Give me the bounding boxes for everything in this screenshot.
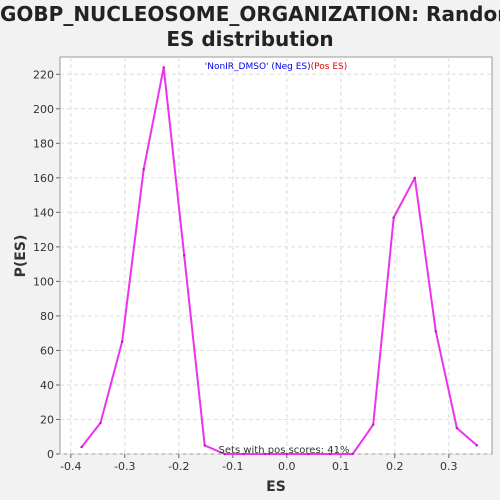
x-tick-label: 0.3 <box>440 460 458 473</box>
y-tick-label: 220 <box>33 68 54 81</box>
data-point <box>351 452 354 456</box>
series-line <box>80 66 478 455</box>
y-tick-label: 60 <box>40 344 54 357</box>
data-point <box>413 176 416 180</box>
data-point <box>372 423 375 426</box>
x-tick-label: -0.2 <box>168 460 189 473</box>
data-point <box>242 452 245 456</box>
x-axis-label: ES <box>266 479 286 495</box>
y-tick-label: 200 <box>33 103 54 116</box>
data-point <box>162 66 165 69</box>
y-tick-label: 40 <box>40 379 54 392</box>
data-point <box>183 254 186 257</box>
chart-title-line-2: ES distribution <box>166 27 334 51</box>
chart-title-line-1: GOBP_NUCLEOSOME_ORGANIZATION: Random <box>0 2 500 26</box>
data-point <box>285 452 288 456</box>
x-tick-label: 0.1 <box>332 460 350 473</box>
y-tick-label: 140 <box>33 206 54 219</box>
pos-scores-annotation: Sets with pos scores: 41% <box>219 445 350 456</box>
x-axis-ticks: -0.4 -0.3 -0.2 -0.1 0.0 0.1 0.2 0.3 <box>60 454 458 473</box>
y-tick-label: 180 <box>33 137 54 150</box>
y-tick-label: 100 <box>33 275 54 288</box>
data-point <box>80 445 83 449</box>
y-tick-label: 20 <box>40 413 54 426</box>
chart-title: GOBP_NUCLEOSOME_ORGANIZATION: Random ES … <box>0 2 500 52</box>
y-tick-label: 80 <box>40 310 54 323</box>
data-point <box>475 444 479 447</box>
y-axis-ticks: 0 20 40 60 80 100 120 140 160 180 200 220 <box>33 68 60 461</box>
legend-pos-es: (Pos ES) <box>311 62 348 72</box>
data-point <box>223 452 226 456</box>
legend: 'NonIR_DMSO' (Neg ES)(Pos ES) <box>205 62 348 72</box>
y-tick-label: 160 <box>33 172 54 185</box>
data-point <box>99 421 102 425</box>
data-point <box>328 452 332 456</box>
data-point <box>392 216 395 219</box>
y-axis-label: P(ES) <box>13 235 29 278</box>
data-point <box>264 452 267 456</box>
x-tick-label: -0.4 <box>60 460 81 473</box>
x-tick-label: -0.1 <box>222 460 243 473</box>
series-group <box>80 66 479 456</box>
y-tick-label: 120 <box>33 241 54 254</box>
x-tick-label: -0.3 <box>114 460 135 473</box>
y-tick-label: 0 <box>47 448 54 461</box>
x-tick-label: 0.2 <box>386 460 404 473</box>
data-point <box>203 444 206 447</box>
data-point <box>120 340 124 344</box>
x-tick-label: 0.0 <box>278 460 296 473</box>
data-point <box>307 452 310 456</box>
grid-lines <box>60 57 492 455</box>
legend-neg-es: 'NonIR_DMSO' (Neg ES) <box>205 62 311 72</box>
data-point <box>142 167 145 171</box>
data-point <box>434 330 438 333</box>
data-point <box>455 426 459 430</box>
